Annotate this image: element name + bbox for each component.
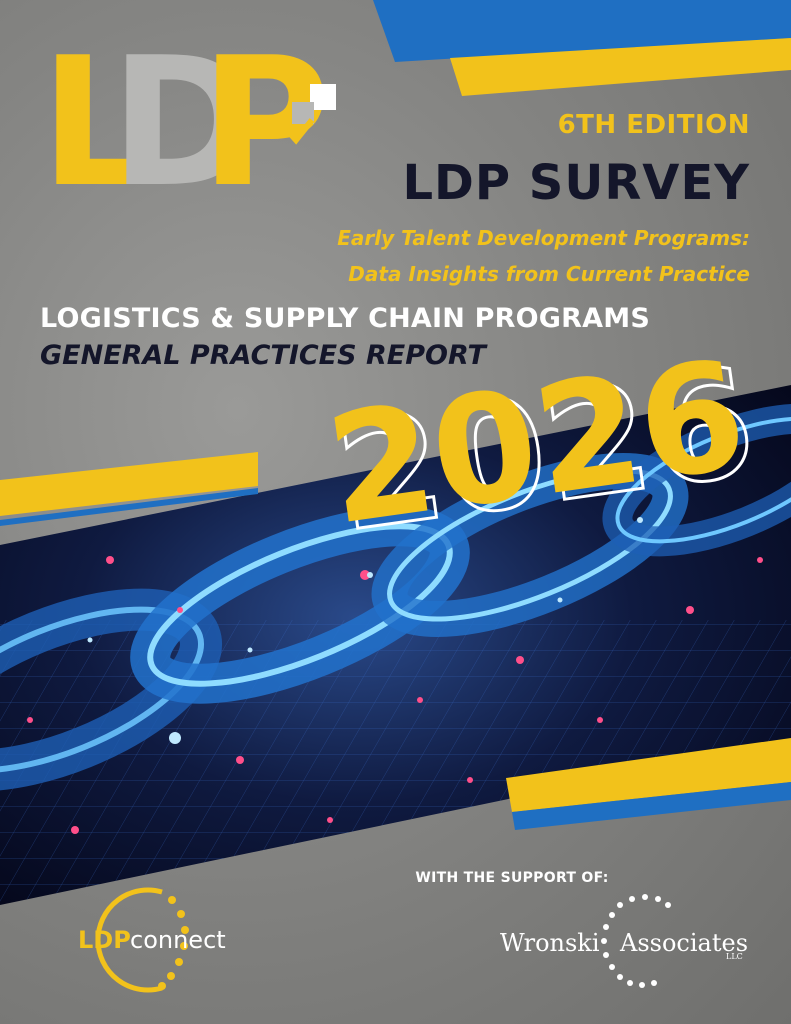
logo-letter-d: D bbox=[110, 19, 258, 226]
support-label: WITH THE SUPPORT OF: bbox=[415, 870, 609, 886]
llc-suffix: LLC bbox=[726, 952, 743, 961]
year-fill: 2026 bbox=[318, 328, 756, 558]
checkbox-arrow-icon bbox=[284, 84, 336, 145]
ldpconnect-logo: LDP connect bbox=[78, 887, 226, 993]
survey-title: LDP SURVEY bbox=[402, 155, 750, 211]
ldpconnect-connect: connect bbox=[130, 926, 226, 954]
subtitle-line-2: Data Insights from Current Practice bbox=[348, 262, 750, 286]
edition-label: 6TH EDITION bbox=[557, 110, 750, 140]
associates-name: Associates bbox=[619, 929, 748, 957]
subtitle-line-1: Early Talent Development Programs: bbox=[337, 226, 750, 250]
logo-letter-l: L bbox=[40, 19, 153, 226]
ldp-logo: L D P bbox=[40, 19, 336, 226]
programs-heading: LOGISTICS & SUPPLY CHAIN PROGRAMS bbox=[40, 303, 650, 334]
report-heading: GENERAL PRACTICES REPORT bbox=[40, 340, 486, 371]
wronski-name: Wronski bbox=[500, 929, 600, 957]
ldpconnect-ldp: LDP bbox=[78, 926, 131, 954]
wronski-associates-logo: Wronski Associates LLC bbox=[500, 894, 748, 988]
